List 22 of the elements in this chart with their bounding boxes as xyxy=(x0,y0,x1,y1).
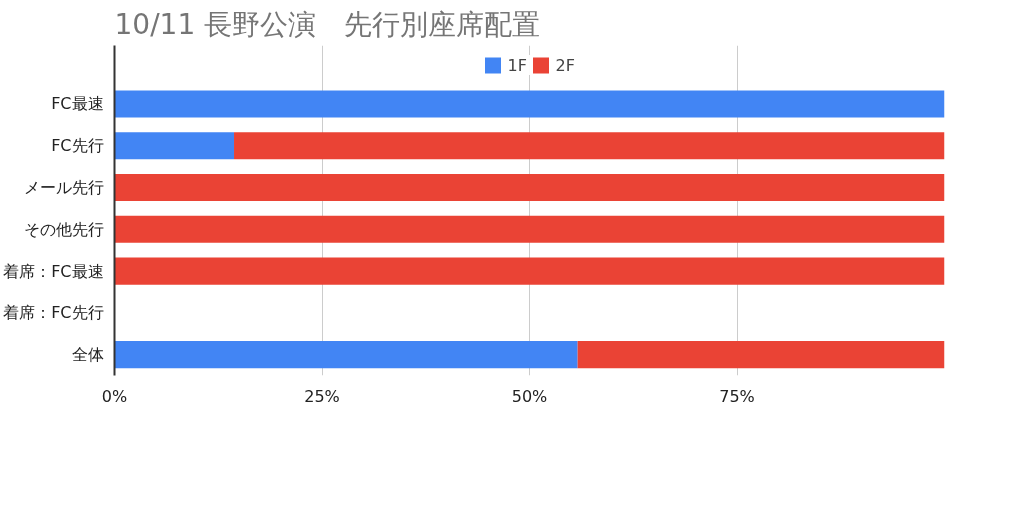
x-tick-label: 25% xyxy=(304,386,340,406)
bar xyxy=(577,341,945,369)
y-tick-label: 着席：FC最速 xyxy=(3,261,104,281)
legend-label: 2F xyxy=(555,55,576,75)
x-tick-label: 0% xyxy=(101,386,128,406)
y-tick-label: その他先行 xyxy=(23,219,104,239)
y-tick-label: FC先行 xyxy=(51,136,104,156)
bar xyxy=(114,90,945,118)
legend-label: 1F xyxy=(507,55,528,75)
y-tick-label: メール先行 xyxy=(23,178,104,198)
x-tick-label: 75% xyxy=(719,386,755,406)
bar xyxy=(234,132,945,160)
bar xyxy=(114,257,945,285)
bar xyxy=(114,215,945,243)
y-tick-label: 着席：FC先行 xyxy=(3,303,104,323)
x-tick-label: 50% xyxy=(511,386,548,406)
bar xyxy=(114,341,578,369)
y-tick-label: 全体 xyxy=(71,345,104,365)
bar xyxy=(114,173,945,202)
chart-title: 10/11 長野公演 先行別座席配置 xyxy=(114,7,541,41)
y-tick-label: FC最速 xyxy=(51,94,104,114)
bar xyxy=(114,132,235,160)
